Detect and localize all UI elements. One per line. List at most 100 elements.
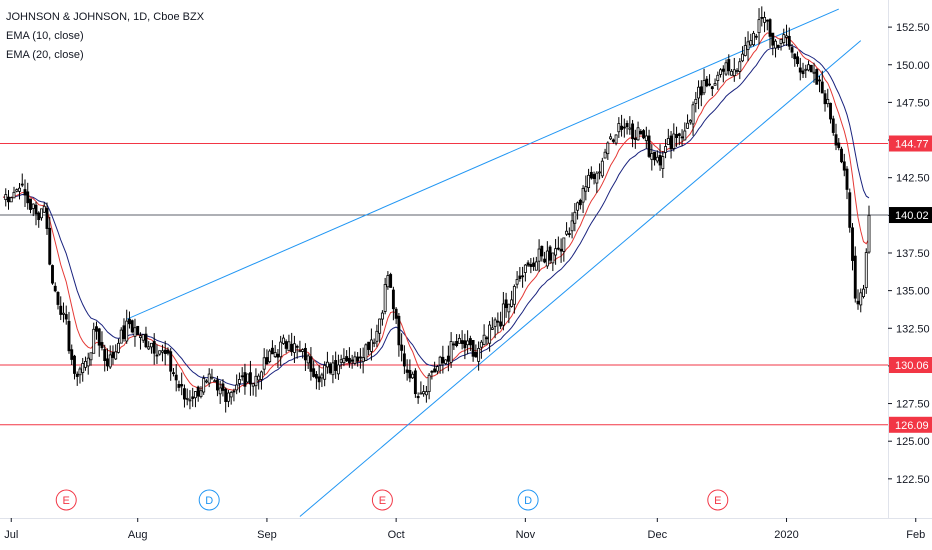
candle-body bbox=[529, 264, 533, 267]
candle-body bbox=[834, 134, 838, 146]
candle-body bbox=[155, 354, 159, 357]
candle-body bbox=[42, 205, 46, 213]
candle-body bbox=[488, 324, 492, 344]
candle-body bbox=[675, 134, 679, 138]
price-tick-label: 132.50 bbox=[896, 323, 930, 335]
candle-body bbox=[688, 120, 692, 123]
candle-body bbox=[754, 35, 758, 38]
candle-body bbox=[798, 67, 802, 73]
candle-body bbox=[150, 342, 153, 348]
candle-body bbox=[463, 340, 467, 349]
candle-body bbox=[163, 349, 167, 355]
price-tick-label: 135.00 bbox=[896, 286, 930, 298]
candle-body bbox=[339, 359, 343, 363]
candle-body bbox=[383, 284, 387, 312]
candle-body bbox=[501, 303, 505, 326]
candle-body bbox=[213, 380, 217, 383]
candle-body bbox=[84, 360, 87, 368]
candle-body bbox=[551, 252, 555, 264]
candle-body bbox=[295, 345, 299, 348]
candle-body bbox=[59, 305, 63, 315]
candle-body bbox=[325, 361, 329, 368]
candle-body bbox=[455, 340, 459, 347]
candle-body bbox=[804, 68, 808, 71]
candle-body bbox=[570, 220, 574, 232]
candle-body bbox=[268, 350, 272, 363]
candle-body bbox=[867, 214, 871, 253]
candle-body bbox=[471, 339, 475, 357]
candle-body bbox=[144, 333, 148, 348]
candle-body bbox=[314, 373, 318, 379]
candle-body bbox=[78, 368, 82, 376]
candle-body bbox=[749, 40, 753, 46]
candle-body bbox=[298, 350, 302, 353]
candle-body bbox=[89, 352, 93, 361]
candle-body bbox=[705, 78, 709, 87]
candle-body bbox=[691, 104, 695, 125]
candle-body bbox=[441, 356, 445, 364]
time-tick-label: 2020 bbox=[774, 529, 798, 541]
candle-body bbox=[735, 70, 739, 73]
earnings-event-icon bbox=[371, 489, 393, 511]
candle-body bbox=[650, 153, 654, 160]
candle-body bbox=[831, 118, 835, 133]
candle-body bbox=[259, 371, 263, 380]
candle-body bbox=[287, 341, 291, 351]
candle-body bbox=[416, 396, 420, 399]
candle-body bbox=[493, 319, 497, 327]
candle-body bbox=[106, 358, 109, 367]
candle-body bbox=[466, 340, 470, 346]
candle-body bbox=[614, 134, 618, 144]
candle-body bbox=[474, 352, 478, 358]
time-tick-label: Jul bbox=[4, 529, 18, 541]
candle-body bbox=[306, 355, 310, 364]
candle-body bbox=[290, 343, 294, 352]
candle-body bbox=[727, 59, 731, 72]
candle-body bbox=[405, 369, 409, 373]
candle-body bbox=[276, 353, 280, 358]
candle-body bbox=[364, 344, 368, 361]
candle-body bbox=[710, 86, 714, 90]
ema20-label: EMA (20, close) bbox=[6, 49, 84, 61]
candle-body bbox=[422, 391, 426, 395]
candle-body bbox=[699, 86, 703, 96]
candle-body bbox=[45, 208, 49, 229]
time-tick-label: Nov bbox=[516, 529, 536, 541]
event-label: D bbox=[524, 495, 532, 507]
candle-body bbox=[130, 320, 134, 333]
candle-body bbox=[380, 312, 384, 320]
candle-body bbox=[70, 349, 74, 360]
candle-body bbox=[642, 130, 646, 139]
candle-body bbox=[460, 340, 464, 345]
last-price-label: 140.02 bbox=[895, 210, 929, 222]
candle-body bbox=[584, 186, 588, 192]
candle-body bbox=[812, 71, 816, 74]
candle-body bbox=[617, 123, 621, 133]
candle-body bbox=[435, 366, 439, 372]
candle-body bbox=[738, 61, 742, 72]
candle-body bbox=[468, 338, 472, 346]
candle-body bbox=[859, 292, 863, 306]
candle-body bbox=[504, 299, 508, 309]
candle-body bbox=[92, 328, 96, 354]
candle-body bbox=[394, 308, 398, 319]
candle-body bbox=[768, 19, 772, 37]
candle-body bbox=[479, 341, 483, 348]
time-tick-label: Feb bbox=[906, 529, 925, 541]
candle-body bbox=[139, 335, 142, 338]
candle-body bbox=[386, 275, 390, 288]
candle-body bbox=[485, 337, 489, 340]
candle-body bbox=[141, 334, 145, 341]
candle-body bbox=[23, 189, 27, 196]
candle-body bbox=[301, 349, 305, 352]
candle-body bbox=[67, 320, 71, 352]
candle-body bbox=[793, 53, 797, 60]
candle-body bbox=[177, 384, 181, 388]
candle-body bbox=[265, 357, 269, 365]
candle-body bbox=[237, 379, 241, 384]
price-tick-label: 152.50 bbox=[896, 22, 930, 34]
candle-body bbox=[73, 355, 76, 374]
candle-body bbox=[526, 262, 530, 266]
